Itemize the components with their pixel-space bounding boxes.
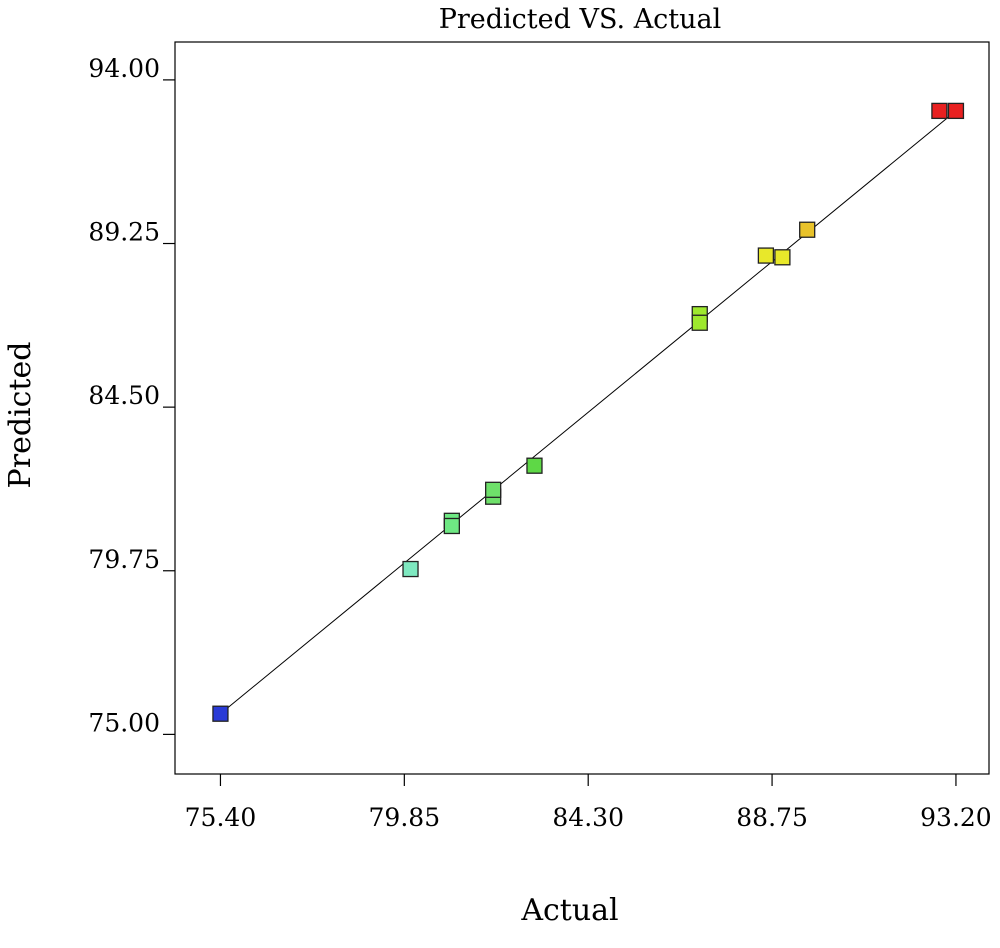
x-tick-label: 88.75 xyxy=(736,803,808,832)
x-tick-label: 93.20 xyxy=(920,803,992,832)
data-point xyxy=(691,314,708,331)
data-point xyxy=(757,247,775,264)
x-tick-label: 79.85 xyxy=(369,803,441,832)
data-point xyxy=(212,705,229,722)
plot-area xyxy=(174,41,990,775)
y-tick-label: 79.75 xyxy=(88,545,160,574)
chart-title: Predicted VS. Actual xyxy=(439,4,722,35)
fit-line xyxy=(220,110,957,715)
y-tick-label: 89.25 xyxy=(88,218,160,247)
y-axis-label: Predicted xyxy=(3,342,38,489)
x-tick-label: 84.30 xyxy=(552,803,624,832)
data-point xyxy=(931,102,948,120)
y-tick-label: 84.50 xyxy=(88,381,160,410)
data-point xyxy=(947,102,965,120)
x-tick-label: 75.40 xyxy=(185,803,257,832)
data-point xyxy=(485,481,502,498)
data-point xyxy=(443,517,460,535)
data-point xyxy=(774,249,791,266)
y-tick-label: 94.00 xyxy=(88,54,160,83)
x-axis-label: Actual xyxy=(520,893,618,928)
data-point xyxy=(526,457,543,474)
data-point xyxy=(402,560,419,578)
y-tick-label: 75.00 xyxy=(88,708,160,737)
data-point xyxy=(799,221,816,238)
